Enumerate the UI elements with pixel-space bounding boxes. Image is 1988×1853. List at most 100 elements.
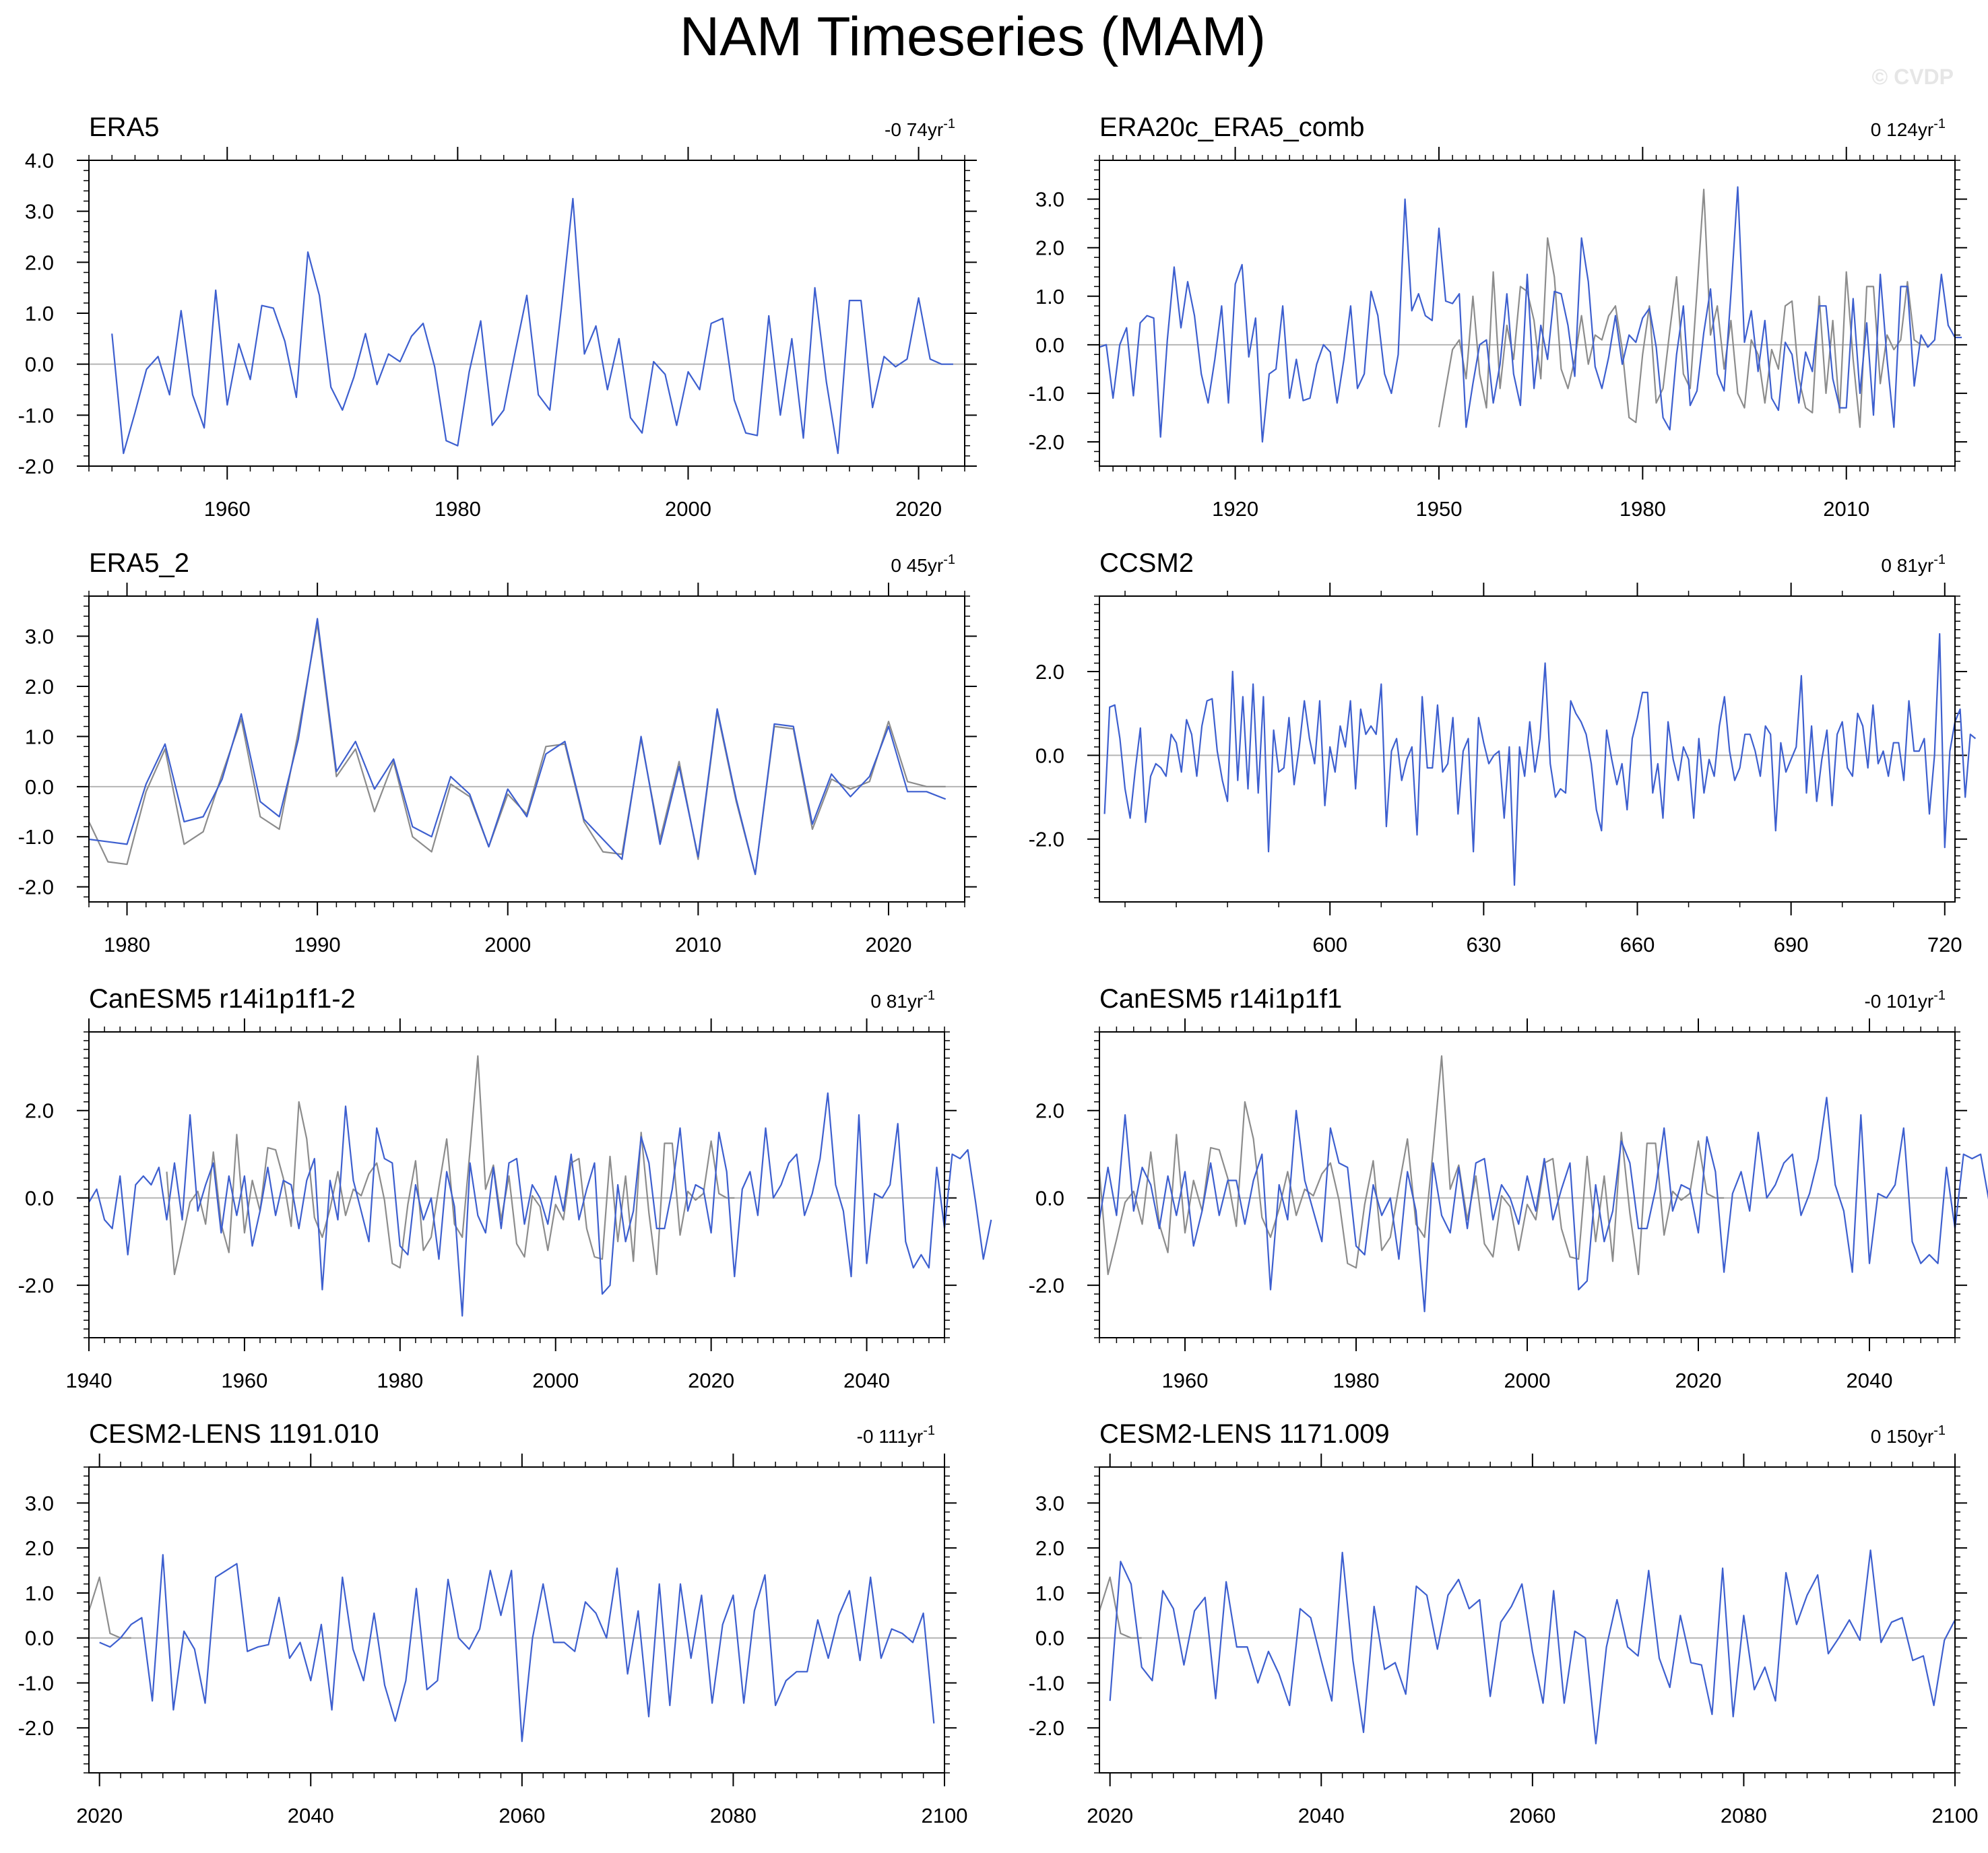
- y-tick-label: -1.0: [18, 403, 54, 427]
- y-tick-label: 2.0: [25, 251, 54, 274]
- x-tick-label: 630: [1466, 933, 1501, 956]
- model-series-line: [88, 618, 947, 876]
- figure-title: NAM Timeseries (MAM): [680, 6, 1266, 67]
- y-tick-label: 1.0: [1035, 285, 1064, 308]
- panel-6: CanESM5 r14i1p1f1 -0 101yr-1 -2.0 0.0 2.0 196…: [1029, 984, 1988, 1392]
- x-tick-label: 2020: [76, 1804, 123, 1827]
- x-tick-label: 1950: [1415, 497, 1462, 521]
- y-tick-label: -2.0: [18, 1716, 54, 1740]
- trend-exponent: -1: [923, 988, 935, 1003]
- trend-label: 0 81yr-1: [870, 988, 935, 1012]
- x-tick-label: 2010: [675, 933, 722, 956]
- trend-exponent: -1: [923, 1423, 935, 1438]
- x-tick-label: 1960: [1162, 1369, 1209, 1392]
- x-tick-label: 2040: [843, 1369, 890, 1392]
- x-tick-label: 2040: [1298, 1804, 1345, 1827]
- panel-title: ERA20c_ERA5_comb: [1099, 112, 1365, 142]
- plot-frame: [88, 1466, 945, 1774]
- panel-1: ERA5 -0 74yr-1-2.0-1.00.01.02.03.04.01960…: [18, 112, 977, 521]
- x-tick-label: 2000: [1504, 1369, 1551, 1392]
- panel-title: CanESM5 r14i1p1f1-2: [89, 984, 356, 1014]
- model-series-line: [99, 1554, 935, 1743]
- plot-frame: [1099, 1031, 1956, 1338]
- trend-exponent: -1: [943, 117, 955, 131]
- y-tick-label: -2.0: [1029, 1716, 1064, 1740]
- y-tick-label: 2.0: [25, 1099, 54, 1123]
- model-series-line: [1109, 1549, 1956, 1745]
- x-tick-label: 2040: [288, 1804, 334, 1827]
- model-series-line: [111, 197, 953, 455]
- x-tick-label: 1980: [1333, 1369, 1380, 1392]
- y-tick-label: 1.0: [25, 302, 54, 325]
- cvdp-watermark: © CVDP: [1872, 65, 1954, 89]
- y-tick-label: 0.0: [1035, 744, 1064, 767]
- x-tick-label: 2020: [865, 933, 911, 956]
- y-tick-label: -2.0: [1029, 828, 1064, 851]
- y-tick-label: 2.0: [25, 675, 54, 698]
- x-tick-label: 600: [1312, 933, 1347, 956]
- y-tick-label: 2.0: [1035, 660, 1064, 684]
- x-tick-label: 2080: [1721, 1804, 1767, 1827]
- plot-frame: [1099, 1466, 1956, 1774]
- panel-2: ERA20c_ERA5_comb 0 124yr-1 -2.0 -1.0 0.0 1.0 2…: [1029, 112, 1967, 521]
- x-tick-label: 1990: [294, 933, 341, 956]
- y-tick-label: -2.0: [18, 455, 54, 478]
- x-tick-label: 2010: [1823, 497, 1869, 521]
- obs-series-line: [88, 1576, 131, 1639]
- y-tick-label: 4.0: [25, 149, 54, 172]
- y-tick-label: -2.0: [18, 1274, 54, 1297]
- x-tick-label: 2060: [499, 1804, 545, 1827]
- x-tick-label: 1980: [435, 497, 481, 521]
- x-tick-label: 720: [1927, 933, 1962, 956]
- plot-frame: [88, 1031, 945, 1338]
- y-tick-label: 2.0: [1035, 236, 1064, 260]
- y-tick-label: -1.0: [1029, 382, 1064, 405]
- y-tick-label: 3.0: [1035, 1491, 1064, 1515]
- trend-label: 0 124yr-1: [1871, 117, 1946, 140]
- y-tick-label: -2.0: [1029, 430, 1064, 454]
- model-series-line: [1099, 186, 1962, 443]
- x-tick-label: 2000: [532, 1369, 579, 1392]
- panel-title: CCSM2: [1099, 548, 1194, 578]
- x-tick-label: 2060: [1509, 1804, 1556, 1827]
- y-tick-label: 0.0: [25, 353, 54, 377]
- y-tick-label: 2.0: [1035, 1536, 1064, 1560]
- x-tick-label: 2100: [922, 1804, 968, 1827]
- plot-frame: [88, 160, 965, 467]
- panel-title: CanESM5 r14i1p1f1: [1099, 984, 1342, 1014]
- x-tick-label: 2020: [1087, 1804, 1133, 1827]
- y-tick-label: -2.0: [1029, 1274, 1064, 1297]
- y-tick-label: 1.0: [25, 1582, 54, 1605]
- trend-label: -0 111yr-1: [857, 1423, 935, 1447]
- y-tick-label: -1.0: [18, 825, 54, 849]
- trend-exponent: -1: [943, 552, 955, 567]
- y-tick-label: 3.0: [25, 1491, 54, 1515]
- plot-frame: [1099, 160, 1956, 467]
- panel-grid: ERA5 -0 74yr-1-2.0-1.00.01.02.03.04.01960…: [18, 112, 1988, 1827]
- panel-title: ERA5_2: [89, 548, 189, 578]
- y-tick-label: 0.0: [1035, 333, 1064, 357]
- x-tick-label: 1980: [1620, 497, 1666, 521]
- trend-label: 0 150yr-1: [1871, 1423, 1946, 1447]
- x-tick-label: 2020: [895, 497, 942, 521]
- y-tick-label: 1.0: [25, 725, 54, 748]
- obs-series-line: [1438, 189, 1928, 428]
- obs-series-line: [1098, 1576, 1142, 1639]
- plot-frame: [88, 595, 965, 903]
- panel-7: CESM2-LENS 1191.010 -0 111yr-1 -2.0 -1.0 0.0…: [18, 1419, 968, 1827]
- model-series-line: [88, 1092, 992, 1317]
- plot-frame: [1099, 595, 1956, 903]
- trend-exponent: -1: [1933, 552, 1946, 567]
- x-tick-label: 1920: [1212, 497, 1258, 521]
- y-tick-label: 0.0: [1035, 1186, 1064, 1210]
- y-tick-label: -1.0: [1029, 1671, 1064, 1695]
- y-tick-label: 0.0: [1035, 1627, 1064, 1650]
- model-series-line: [1098, 1097, 1988, 1313]
- y-tick-label: 0.0: [25, 1186, 54, 1210]
- model-series-line: [1103, 632, 1977, 886]
- x-tick-label: 660: [1620, 933, 1655, 956]
